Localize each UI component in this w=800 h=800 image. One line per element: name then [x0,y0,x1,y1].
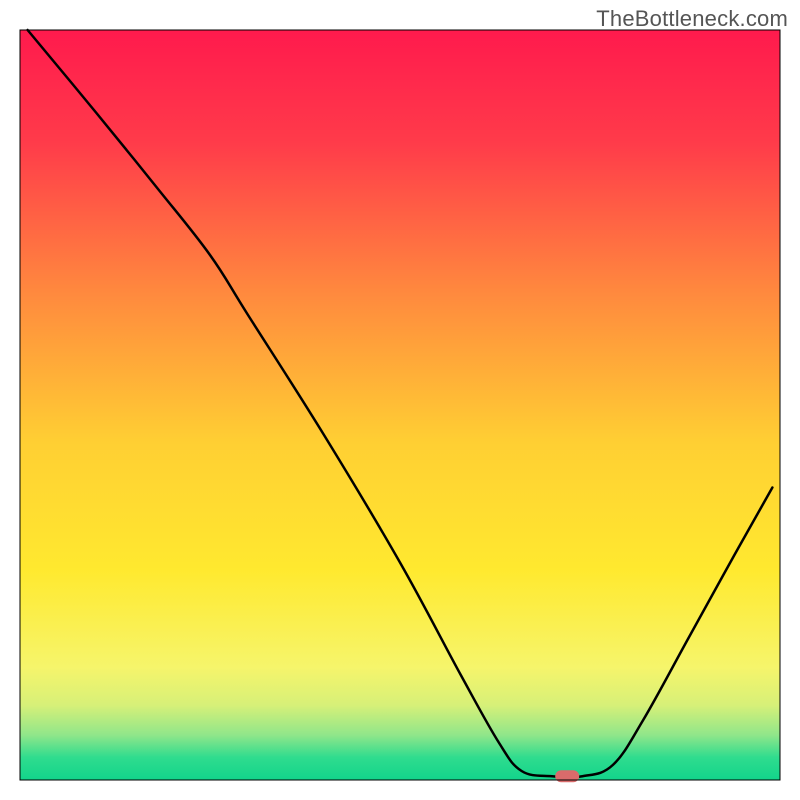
watermark-text: TheBottleneck.com [596,6,788,32]
plot-area [20,30,780,780]
gradient-chart [0,0,800,800]
chart-root: TheBottleneck.com [0,0,800,800]
